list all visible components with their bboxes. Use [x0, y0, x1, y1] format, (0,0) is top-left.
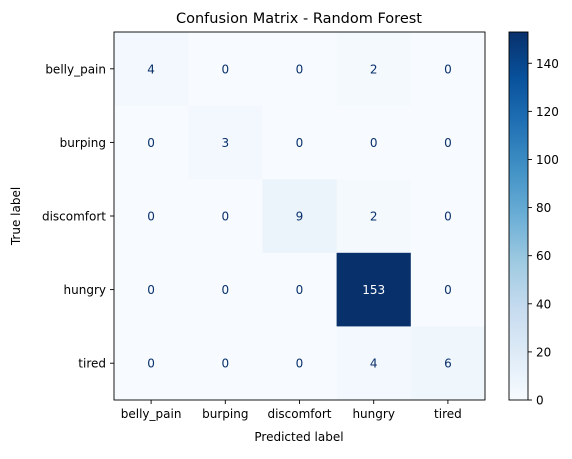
cell-value-label: 0 [296, 357, 304, 371]
colorbar-tick-label: 40 [536, 297, 551, 311]
matrix-cell [336, 179, 412, 254]
y-tick-label: tired [78, 357, 106, 371]
colorbar-tick-label: 100 [536, 153, 559, 167]
cell-value-label: 0 [221, 357, 229, 371]
matrix-cell [410, 105, 486, 180]
cell-value-label: 0 [147, 357, 155, 371]
cell-value-label: 0 [147, 136, 155, 150]
cell-value-label: 3 [221, 136, 229, 150]
matrix-cell [188, 179, 263, 254]
chart-title: Confusion Matrix - Random Forest [176, 11, 422, 27]
cell-value-labels: 4 0 0 2 0 0 3 0 0 0 0 0 9 2 0 0 0 0 153 0 0 0 0 4 6 [147, 62, 451, 370]
colorbar-tick-label: 0 [536, 394, 544, 408]
cell-value-label: 0 [444, 283, 452, 297]
matrix-cell [262, 252, 338, 327]
colorbar [508, 31, 529, 401]
cell-value-label: 6 [444, 357, 452, 371]
matrix-cell [114, 179, 189, 254]
y-tick-label: discomfort [42, 210, 106, 224]
cell-value-label: 4 [370, 357, 378, 371]
cell-value-label: 2 [370, 210, 378, 224]
cell-value-label: 0 [147, 210, 155, 224]
cell-value-label: 0 [221, 210, 229, 224]
cell-value-label: 153 [362, 283, 385, 297]
cell-value-label: 0 [296, 62, 304, 76]
matrix-cell [114, 105, 189, 180]
matrix-cell [410, 32, 486, 107]
matrix-cell [262, 179, 338, 254]
cell-value-label: 2 [370, 62, 378, 76]
colorbar-tick-label: 20 [536, 345, 551, 359]
cell-value-label: 0 [444, 136, 452, 150]
colorbar-tick-label: 60 [536, 249, 551, 263]
matrix-cell [410, 252, 486, 327]
matrix-cell [188, 105, 263, 180]
cell-value-label: 0 [296, 283, 304, 297]
x-tick-label: discomfort [267, 407, 331, 421]
cell-value-label: 4 [147, 62, 155, 76]
y-tick-label: hungry [64, 283, 106, 297]
colorbar-tick-label: 120 [536, 105, 559, 119]
matrix-cell [336, 252, 412, 327]
x-axis-label: Predicted label [254, 430, 343, 444]
matrix-cell [336, 32, 412, 107]
x-tick-label: hungry [352, 407, 394, 421]
matrix-cell [262, 105, 338, 180]
x-tick-label: tired [434, 407, 462, 421]
colorbar-tick-label: 140 [536, 57, 559, 71]
cell-value-label: 0 [147, 283, 155, 297]
cell-value-label: 9 [296, 210, 304, 224]
x-tick-label: burping [202, 407, 248, 421]
y-axis-label: True label [9, 187, 23, 246]
y-tick-label: belly_pain [45, 62, 106, 76]
x-tick-label: belly_pain [121, 407, 182, 421]
matrix-cell [262, 32, 338, 107]
matrix-cell [410, 179, 486, 254]
matrix-cell [114, 252, 189, 327]
cell-value-label: 0 [444, 210, 452, 224]
y-tick-label: burping [60, 136, 106, 150]
cell-value-label: 0 [444, 62, 452, 76]
matrix-cell [114, 326, 189, 401]
matrix-cell [262, 326, 338, 401]
cell-value-label: 0 [296, 136, 304, 150]
matrix-cell [336, 326, 412, 401]
cell-value-label: 0 [370, 136, 378, 150]
matrix-cell [188, 32, 263, 107]
colorbar-tick-label: 80 [536, 201, 551, 215]
cell-value-label: 0 [221, 62, 229, 76]
colorbar-ticks: 0 20 40 60 80 100 120 140 [528, 57, 559, 408]
cell-value-label: 0 [221, 283, 229, 297]
matrix-cells [114, 32, 486, 401]
matrix-cell [114, 32, 189, 107]
matrix-cell [336, 105, 412, 180]
matrix-cell [188, 326, 263, 401]
matrix-cell [410, 326, 486, 401]
x-axis-ticks: belly_pain burping discomfort hungry tired [121, 400, 462, 421]
matrix-cell [188, 252, 263, 327]
